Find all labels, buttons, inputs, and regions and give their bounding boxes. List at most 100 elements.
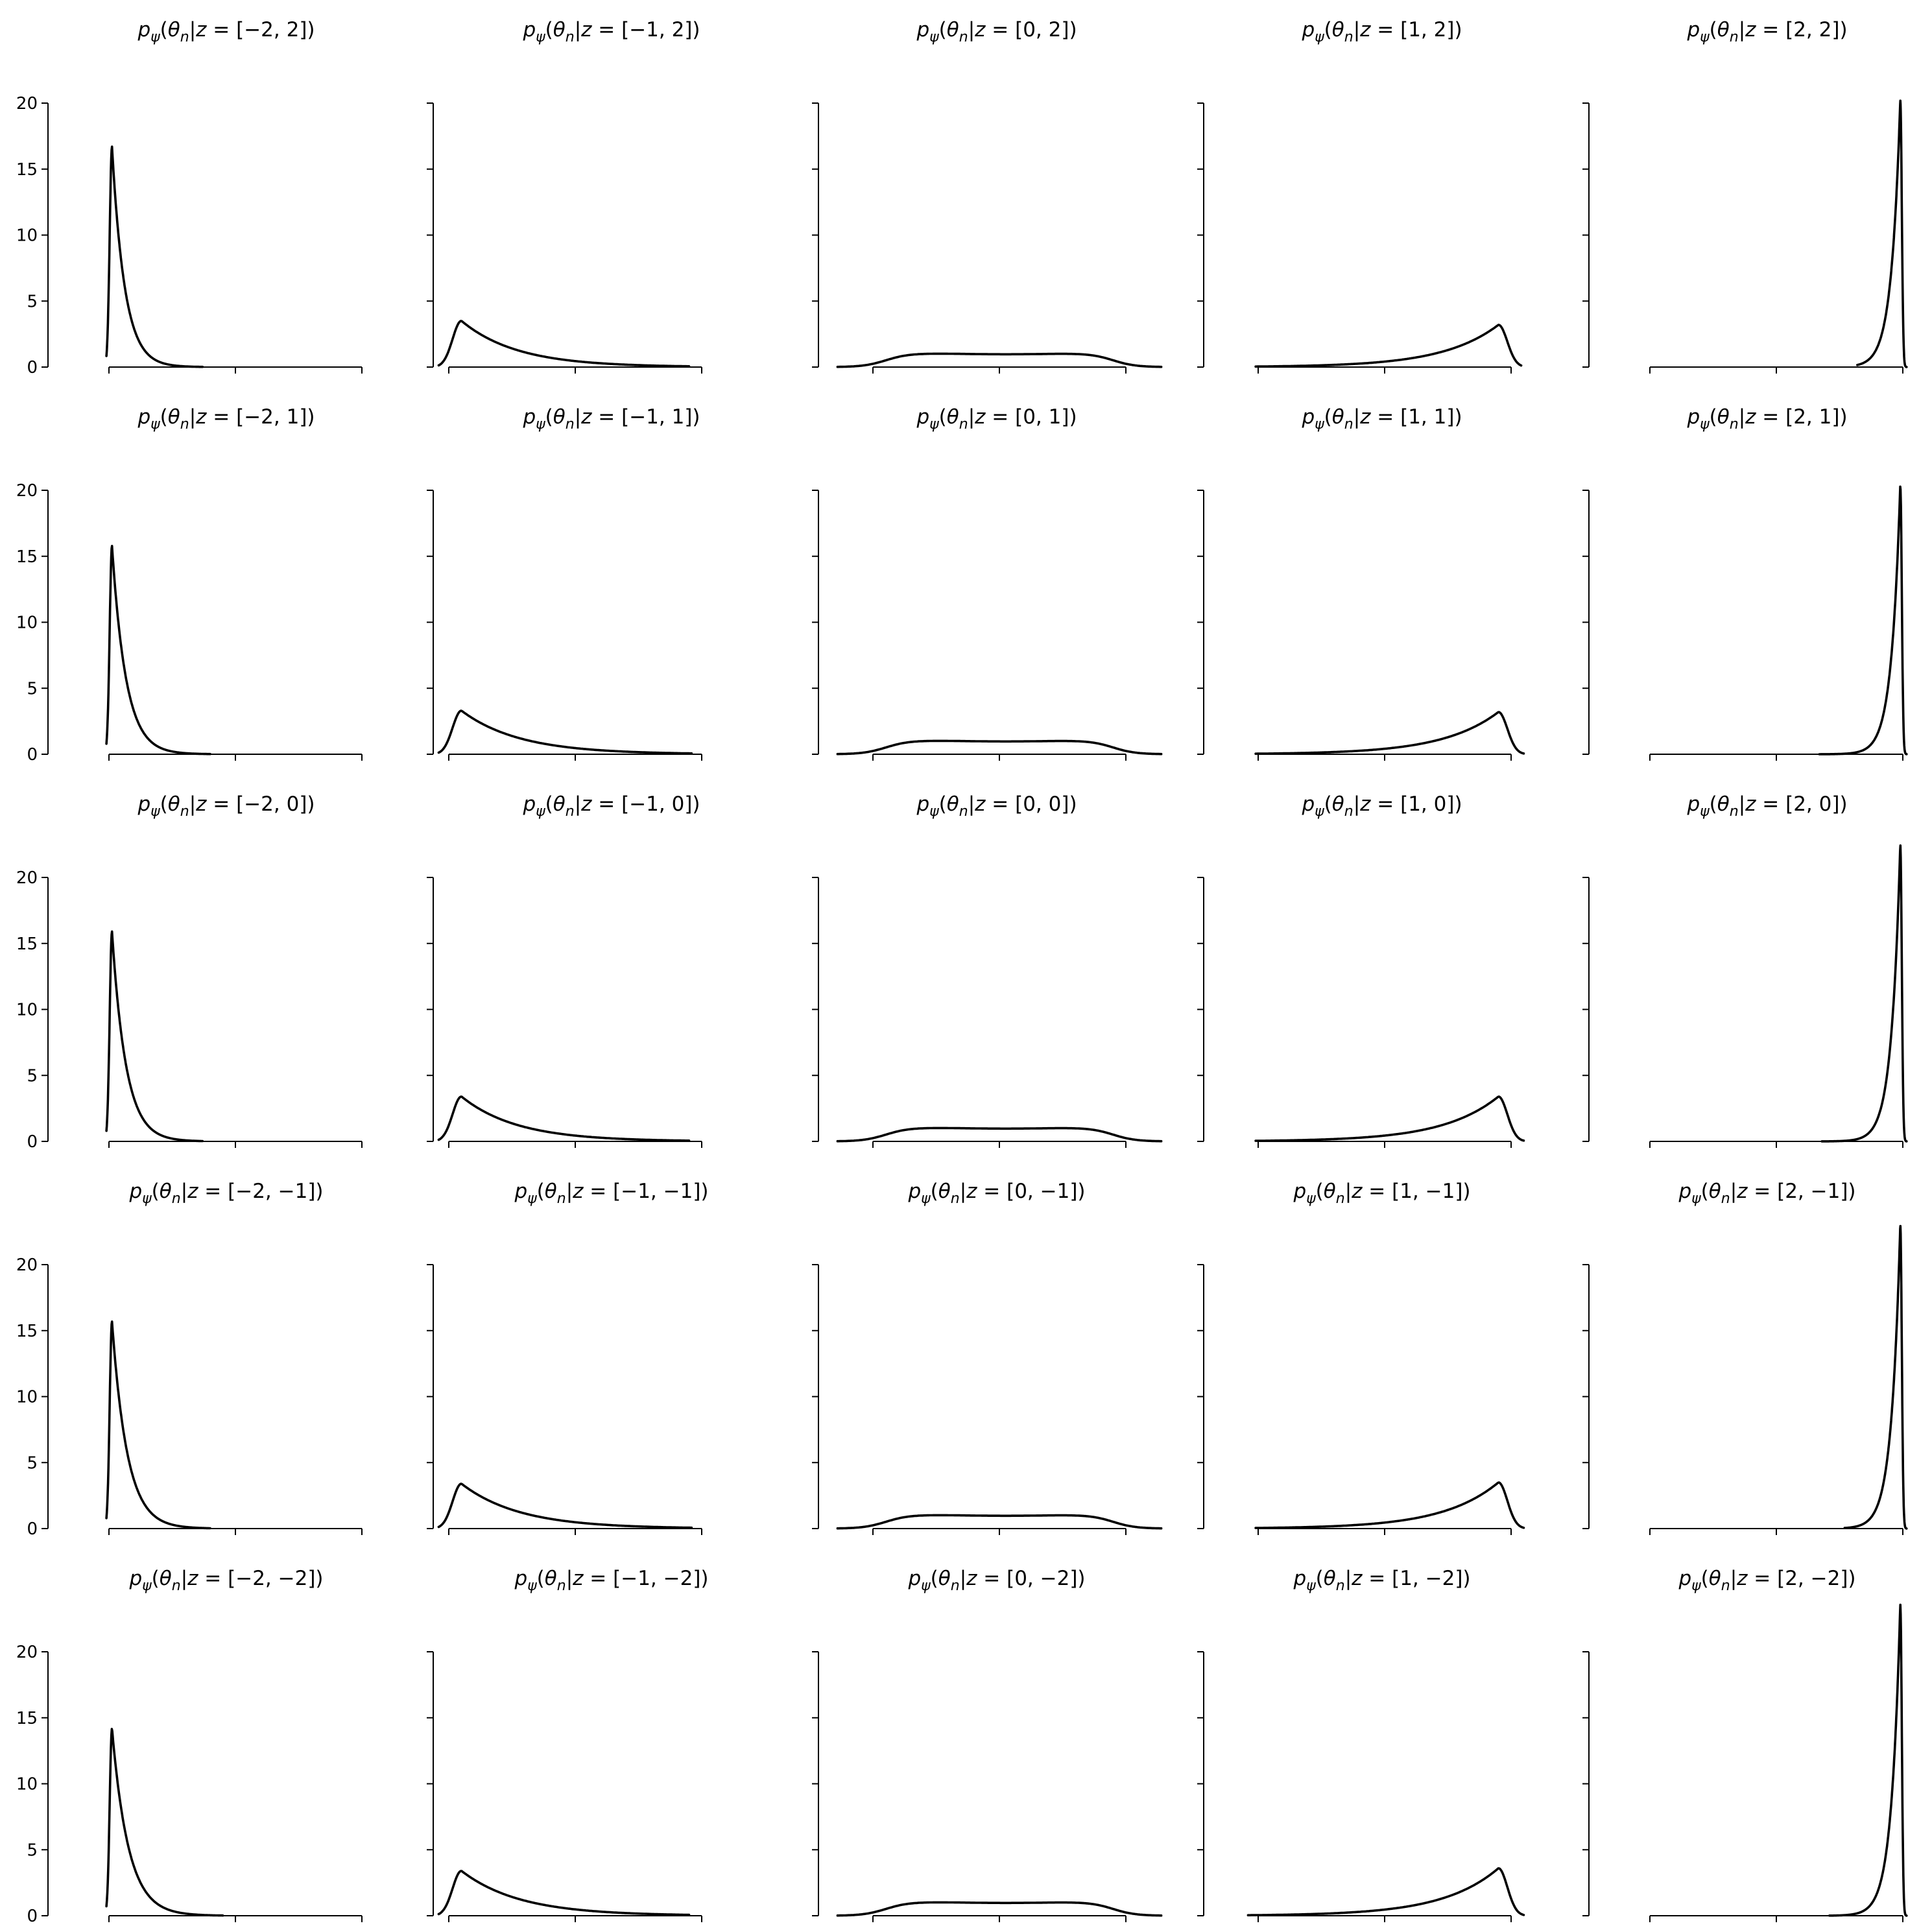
panel-3-1: pψ(θn|z = [−2, 0]) 0 5 10 15 20 [16,792,363,1152]
y-tick-label: 20 [16,1643,38,1662]
panel-title: pψ(θn|z = [0, 0]) [916,792,1077,820]
density-line [1828,1603,1908,1917]
panel-4-5: pψ(θn|z = [2, −1]) [1582,1180,1908,1535]
density-line [105,930,204,1143]
panel-1-1: pψ(θn|z = [−2, 2]) 0 5 10 15 20 [16,18,363,377]
y-tick-label: 10 [16,1775,38,1794]
density-line [836,1901,1163,1917]
y-tick-label: 0 [27,1519,38,1539]
panel-2-4: pψ(θn|z = [1, 1]) [1197,405,1525,761]
x-tick-label: 0.0 [859,1928,886,1930]
density-line [836,1514,1163,1530]
panel-4-4: pψ(θn|z = [1, −1]) [1197,1180,1525,1535]
panel-title: pψ(θn|z = [2, 0]) [1686,792,1847,820]
y-tick-label: 15 [16,1709,38,1728]
y-tick-label: 10 [16,614,38,633]
x-tick-label: 0.5 [1763,1928,1789,1930]
panel-title: pψ(θn|z = [−1, 0]) [522,792,700,820]
density-line [1856,99,1908,368]
y-tick-label: 5 [27,1841,38,1860]
density-line [105,1320,211,1530]
y-tick-label: 15 [16,935,38,954]
panel-2-3: pψ(θn|z = [0, 1]) [812,405,1163,761]
panel-1-3: pψ(θn|z = [0, 2]) [812,18,1163,374]
panel-title: pψ(θn|z = [−2, 0]) [137,792,315,820]
panel-title: pψ(θn|z = [−1, −1]) [514,1180,708,1207]
y-tick-label: 5 [27,292,38,311]
panel-2-5: pψ(θn|z = [2, 1]) [1582,405,1908,761]
panel-3-2: pψ(θn|z = [−1, 0]) [427,792,702,1148]
y-tick-label: 10 [16,1388,38,1407]
panel-title: pψ(θn|z = [0, −2]) [907,1567,1085,1594]
panel-3-3: pψ(θn|z = [0, 0]) [812,792,1163,1148]
panel-5-3: pψ(θn|z = [0, −2]) 0.0 0.5 1.0 [812,1567,1163,1930]
x-tick-label: 1.0 [1889,1928,1916,1930]
panel-1-5: pψ(θn|z = [2, 2]) [1582,18,1908,374]
density-line [105,145,204,368]
y-tick-label: 5 [27,1453,38,1473]
panel-2-1: pψ(θn|z = [−2, 1]) 0 5 10 15 20 [16,405,363,765]
density-line [1254,711,1525,755]
panel-3-4: pψ(θn|z = [1, 0]) [1197,792,1525,1148]
panel-title: pψ(θn|z = [0, 1]) [916,405,1077,433]
density-line [437,1483,693,1529]
y-tick-label: 0 [27,1132,38,1152]
density-line [1254,324,1523,368]
panel-1-2: pψ(θn|z = [−1, 2]) [427,18,702,374]
y-tick-label: 5 [27,1066,38,1086]
y-tick-label: 10 [16,226,38,246]
y-tick-label: 20 [16,868,38,888]
y-tick-label: 20 [16,481,38,501]
density-line [1246,1867,1525,1916]
density-line [105,1728,224,1917]
panel-title: pψ(θn|z = [2, −2]) [1678,1567,1855,1594]
panel-title: pψ(θn|z = [0, −1]) [907,1180,1085,1207]
density-line [1843,1224,1908,1530]
x-tick-label: 0.5 [222,1928,248,1930]
panel-5-2: pψ(θn|z = [−1, −2]) 0.0 0.5 1.0 [427,1567,715,1930]
panel-title: pψ(θn|z = [2, 1]) [1686,405,1847,433]
panel-title: pψ(θn|z = [−2, −2]) [128,1567,323,1594]
x-tick-label: 1.0 [1112,1928,1139,1930]
panel-title: pψ(θn|z = [2, 2]) [1686,18,1847,45]
panel-title: pψ(θn|z = [−1, 2]) [522,18,700,45]
y-tick-label: 15 [16,160,38,180]
x-tick-label: 1.0 [688,1928,715,1930]
y-tick-label: 5 [27,679,38,698]
y-tick-label: 15 [16,1322,38,1341]
panel-4-2: pψ(θn|z = [−1, −1]) [427,1180,709,1535]
x-tick-label: 1.0 [348,1928,375,1930]
y-tick-label: 15 [16,547,38,567]
panel-1-4: pψ(θn|z = [1, 2]) [1197,18,1523,374]
x-tick-label: 1.0 [1497,1928,1524,1930]
x-tick-label: 0.5 [1371,1928,1398,1930]
panel-title: pψ(θn|z = [−2, 1]) [137,405,315,433]
panel-5-1: pψ(θn|z = [−2, −2]) 0 5 10 15 20 0.0 0.5 1.0 [16,1567,376,1930]
panel-4-1: pψ(θn|z = [−2, −1]) 0 5 10 15 20 [16,1180,363,1539]
density-line [836,1126,1163,1143]
panel-title: pψ(θn|z = [−2, −1]) [128,1180,323,1207]
density-line [836,352,1163,368]
panel-2-2: pψ(θn|z = [−1, 1]) [427,405,702,761]
density-line [437,1095,691,1142]
density-line [1818,485,1908,756]
density-line [437,1870,691,1916]
x-tick-label: 0.0 [95,1928,122,1930]
panel-title: pψ(θn|z = [0, 2]) [916,18,1077,45]
density-line [437,709,693,755]
density-line [836,739,1163,756]
y-tick-label: 0 [27,358,38,377]
panel-3-5: pψ(θn|z = [2, 0]) [1582,792,1908,1148]
panel-title: pψ(θn|z = [1, −2]) [1293,1567,1470,1594]
panel-4-3: pψ(θn|z = [0, −1]) [812,1180,1163,1535]
panel-title: pψ(θn|z = [−1, 1]) [522,405,700,433]
x-tick-label: 0.0 [1636,1928,1663,1930]
panel-5-5: pψ(θn|z = [2, −2]) 0.0 0.5 1.0 [1582,1567,1916,1930]
density-line [105,545,211,756]
density-line [437,320,691,368]
panel-title: pψ(θn|z = [−1, −2]) [514,1567,708,1594]
y-tick-label: 20 [16,94,38,113]
panel-title: pψ(θn|z = [1, 1]) [1301,405,1462,433]
x-tick-label: 0.5 [986,1928,1012,1930]
